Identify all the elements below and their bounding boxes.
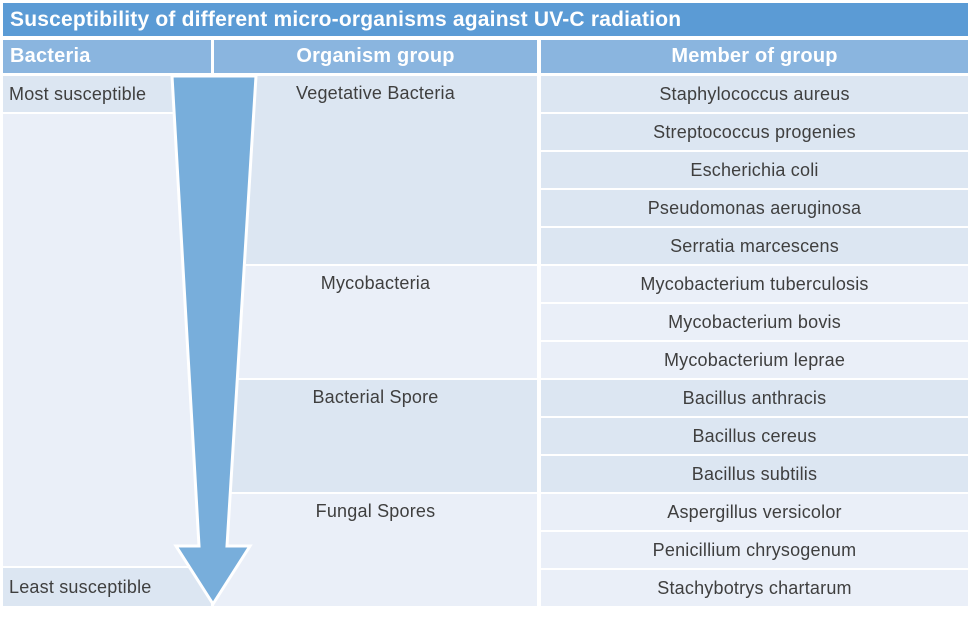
- least-susceptible-cell: Least susceptible: [3, 568, 211, 606]
- member-cell: Mycobacterium leprae: [541, 342, 968, 378]
- member-cell: Streptococcus progenies: [541, 114, 968, 150]
- group-cell-bacterial-spore: Bacterial Spore: [214, 380, 537, 492]
- member-cell: Penicillium chrysogenum: [541, 532, 968, 568]
- group-cell-vegetative-bacteria: Vegetative Bacteria: [214, 76, 537, 264]
- column-header-member-of-group: Member of group: [541, 40, 968, 73]
- member-cell: Serratia marcescens: [541, 228, 968, 264]
- column-header-bacteria: Bacteria: [3, 40, 211, 73]
- page-title: Susceptibility of different micro-organi…: [3, 3, 968, 36]
- member-cell: Bacillus anthracis: [541, 380, 968, 416]
- member-cell: Bacillus subtilis: [541, 456, 968, 492]
- column-header-organism-group: Organism group: [214, 40, 537, 73]
- most-susceptible-cell: Most susceptible: [3, 76, 211, 112]
- member-cell: Mycobacterium tuberculosis: [541, 266, 968, 302]
- member-cell: Staphylococcus aureus: [541, 76, 968, 112]
- group-cell-mycobacteria: Mycobacteria: [214, 266, 537, 378]
- member-cell: Aspergillus versicolor: [541, 494, 968, 530]
- member-cell: Stachybotrys chartarum: [541, 570, 968, 606]
- group-cell-fungal-spores: Fungal Spores: [214, 494, 537, 606]
- member-cell: Escherichia coli: [541, 152, 968, 188]
- member-cell: Pseudomonas aeruginosa: [541, 190, 968, 226]
- susceptibility-spacer-cell: [3, 114, 211, 566]
- member-cell: Mycobacterium bovis: [541, 304, 968, 340]
- member-cell: Bacillus cereus: [541, 418, 968, 454]
